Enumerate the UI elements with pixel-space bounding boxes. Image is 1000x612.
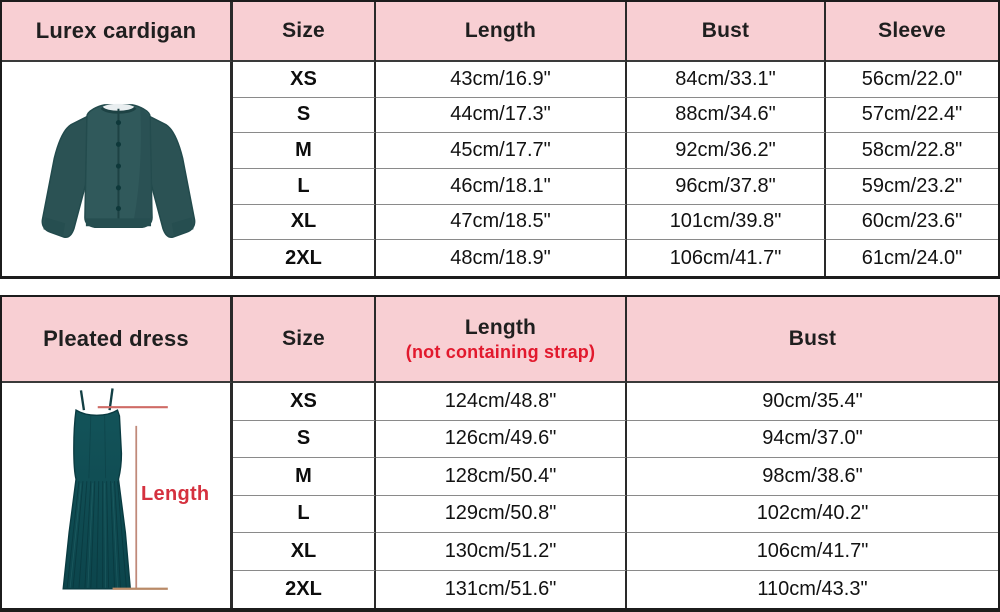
table-cell: 110cm/43.3" bbox=[627, 570, 998, 608]
table-cell: XS bbox=[233, 383, 376, 421]
dress-size-table: Pleated dress Size Length (not containin… bbox=[0, 295, 1000, 612]
column-header-bust: Bust bbox=[627, 297, 998, 383]
table-cell: L bbox=[233, 495, 376, 533]
table-cell: 58cm/22.8" bbox=[826, 133, 998, 169]
table-cell: 48cm/18.9" bbox=[376, 240, 627, 276]
table-cell: 57cm/22.4" bbox=[826, 97, 998, 134]
dress-illustration bbox=[62, 388, 168, 590]
table-cell: 61cm/24.0" bbox=[826, 240, 998, 276]
table-cell: 96cm/37.8" bbox=[627, 169, 826, 205]
table-cell: 128cm/50.4" bbox=[376, 458, 627, 496]
table-cell: S bbox=[233, 97, 376, 134]
table-cell: 124cm/48.8" bbox=[376, 383, 627, 421]
table-cell: 94cm/37.0" bbox=[627, 420, 998, 458]
table-cell: 98cm/38.6" bbox=[627, 458, 998, 496]
length-header-label: Length bbox=[464, 315, 537, 339]
length-header-note: (not containing strap) bbox=[405, 341, 596, 362]
cardigan-illustration bbox=[41, 103, 196, 238]
table-cell: 106cm/41.7" bbox=[627, 533, 998, 571]
table-cell: 131cm/51.6" bbox=[376, 570, 627, 608]
column-header-sleeve: Sleeve bbox=[826, 2, 998, 62]
table-cell: XS bbox=[233, 62, 376, 98]
table-cell: L bbox=[233, 169, 376, 205]
table-cell: 130cm/51.2" bbox=[376, 533, 627, 571]
table-cell: 45cm/17.7" bbox=[376, 133, 627, 169]
table-cell: 2XL bbox=[233, 240, 376, 276]
table-cell: M bbox=[233, 458, 376, 496]
product-title-dress: Pleated dress bbox=[2, 297, 233, 383]
column-header-size: Size bbox=[233, 297, 376, 383]
table-cell: 84cm/33.1" bbox=[627, 62, 826, 98]
table-cell: 59cm/23.2" bbox=[826, 169, 998, 205]
table-cell: 101cm/39.8" bbox=[627, 204, 826, 241]
table-cell: 43cm/16.9" bbox=[376, 62, 627, 98]
table-cell: 90cm/35.4" bbox=[627, 383, 998, 421]
table-cell: 47cm/18.5" bbox=[376, 204, 627, 241]
table-cell: 126cm/49.6" bbox=[376, 420, 627, 458]
column-header-length: Length bbox=[376, 2, 627, 62]
table-cell: M bbox=[233, 133, 376, 169]
table-cell: 46cm/18.1" bbox=[376, 169, 627, 205]
product-title-cardigan: Lurex cardigan bbox=[2, 2, 233, 62]
table-cell: 129cm/50.8" bbox=[376, 495, 627, 533]
table-cell: XL bbox=[233, 204, 376, 241]
column-header-bust: Bust bbox=[627, 2, 826, 62]
table-cell: 2XL bbox=[233, 570, 376, 608]
cardigan-size-table: Lurex cardigan Size Length Bust Sleeve bbox=[0, 0, 1000, 279]
cardigan-photo bbox=[2, 62, 233, 276]
table-cell: 92cm/36.2" bbox=[627, 133, 826, 169]
table-cell: 102cm/40.2" bbox=[627, 495, 998, 533]
dress-photo: Length bbox=[2, 383, 233, 608]
table-cell: 56cm/22.0" bbox=[826, 62, 998, 98]
table-cell: 60cm/23.6" bbox=[826, 204, 998, 241]
table-cell: S bbox=[233, 420, 376, 458]
table-cell: 88cm/34.6" bbox=[627, 97, 826, 134]
column-header-length: Length (not containing strap) bbox=[376, 297, 627, 383]
table-cell: XL bbox=[233, 533, 376, 571]
column-header-size: Size bbox=[233, 2, 376, 62]
table-cell: 106cm/41.7" bbox=[627, 240, 826, 276]
table-cell: 44cm/17.3" bbox=[376, 97, 627, 134]
length-annotation-label: Length bbox=[141, 483, 210, 505]
